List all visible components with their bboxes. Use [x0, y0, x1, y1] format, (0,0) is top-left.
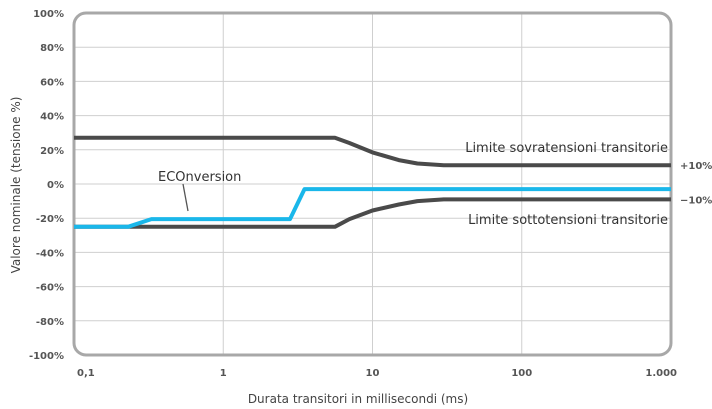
y-tick-label: 60% [40, 77, 64, 88]
y-tick-label: 80% [40, 43, 64, 54]
lower-limit-line [74, 197, 671, 229]
lower-limit-label: Limite sottotensioni transitorie [468, 213, 668, 228]
right-value-labels: +10% −10% [680, 161, 712, 206]
y-tick-label: 0% [47, 180, 64, 191]
econversion-pointer [182, 183, 189, 212]
y-tick-label: 100% [33, 9, 64, 20]
y-tick-label: 40% [40, 112, 64, 123]
plot-frame [72, 11, 673, 357]
right-value-label: +10% [680, 161, 712, 172]
right-value-label: −10% [680, 195, 712, 206]
y-tick-label: -40% [36, 248, 64, 259]
econversion-label: ECOnversion [158, 170, 241, 185]
upper-limit-line [74, 135, 671, 168]
y-axis-title: Valore nominale (tensione %) [9, 97, 23, 274]
x-tick-label: 0,1 [77, 368, 95, 379]
y-tick-label: -60% [36, 283, 64, 294]
x-axis-title: Durata transitori in millisecondi (ms) [248, 392, 468, 406]
x-tick-label: 1 [220, 368, 227, 379]
x-tick-label: 100 [511, 368, 532, 379]
x-tick-labels: 0,1 1 10 100 1.000 [77, 368, 677, 379]
econversion-line [74, 187, 671, 229]
y-tick-label: -80% [36, 317, 64, 328]
series-layer [74, 135, 671, 229]
y-tick-label: 20% [40, 146, 64, 157]
y-tick-label: -100% [29, 351, 64, 362]
x-tick-label: 1.000 [645, 368, 677, 379]
x-tick-label: 10 [366, 368, 380, 379]
y-tick-label: -20% [36, 214, 64, 225]
upper-limit-label: Limite sovratensioni transitorie [465, 141, 668, 156]
y-tick-labels: 100% 80% 60% 40% 20% 0% -20% -40% -60% -80% -100% [29, 9, 64, 362]
